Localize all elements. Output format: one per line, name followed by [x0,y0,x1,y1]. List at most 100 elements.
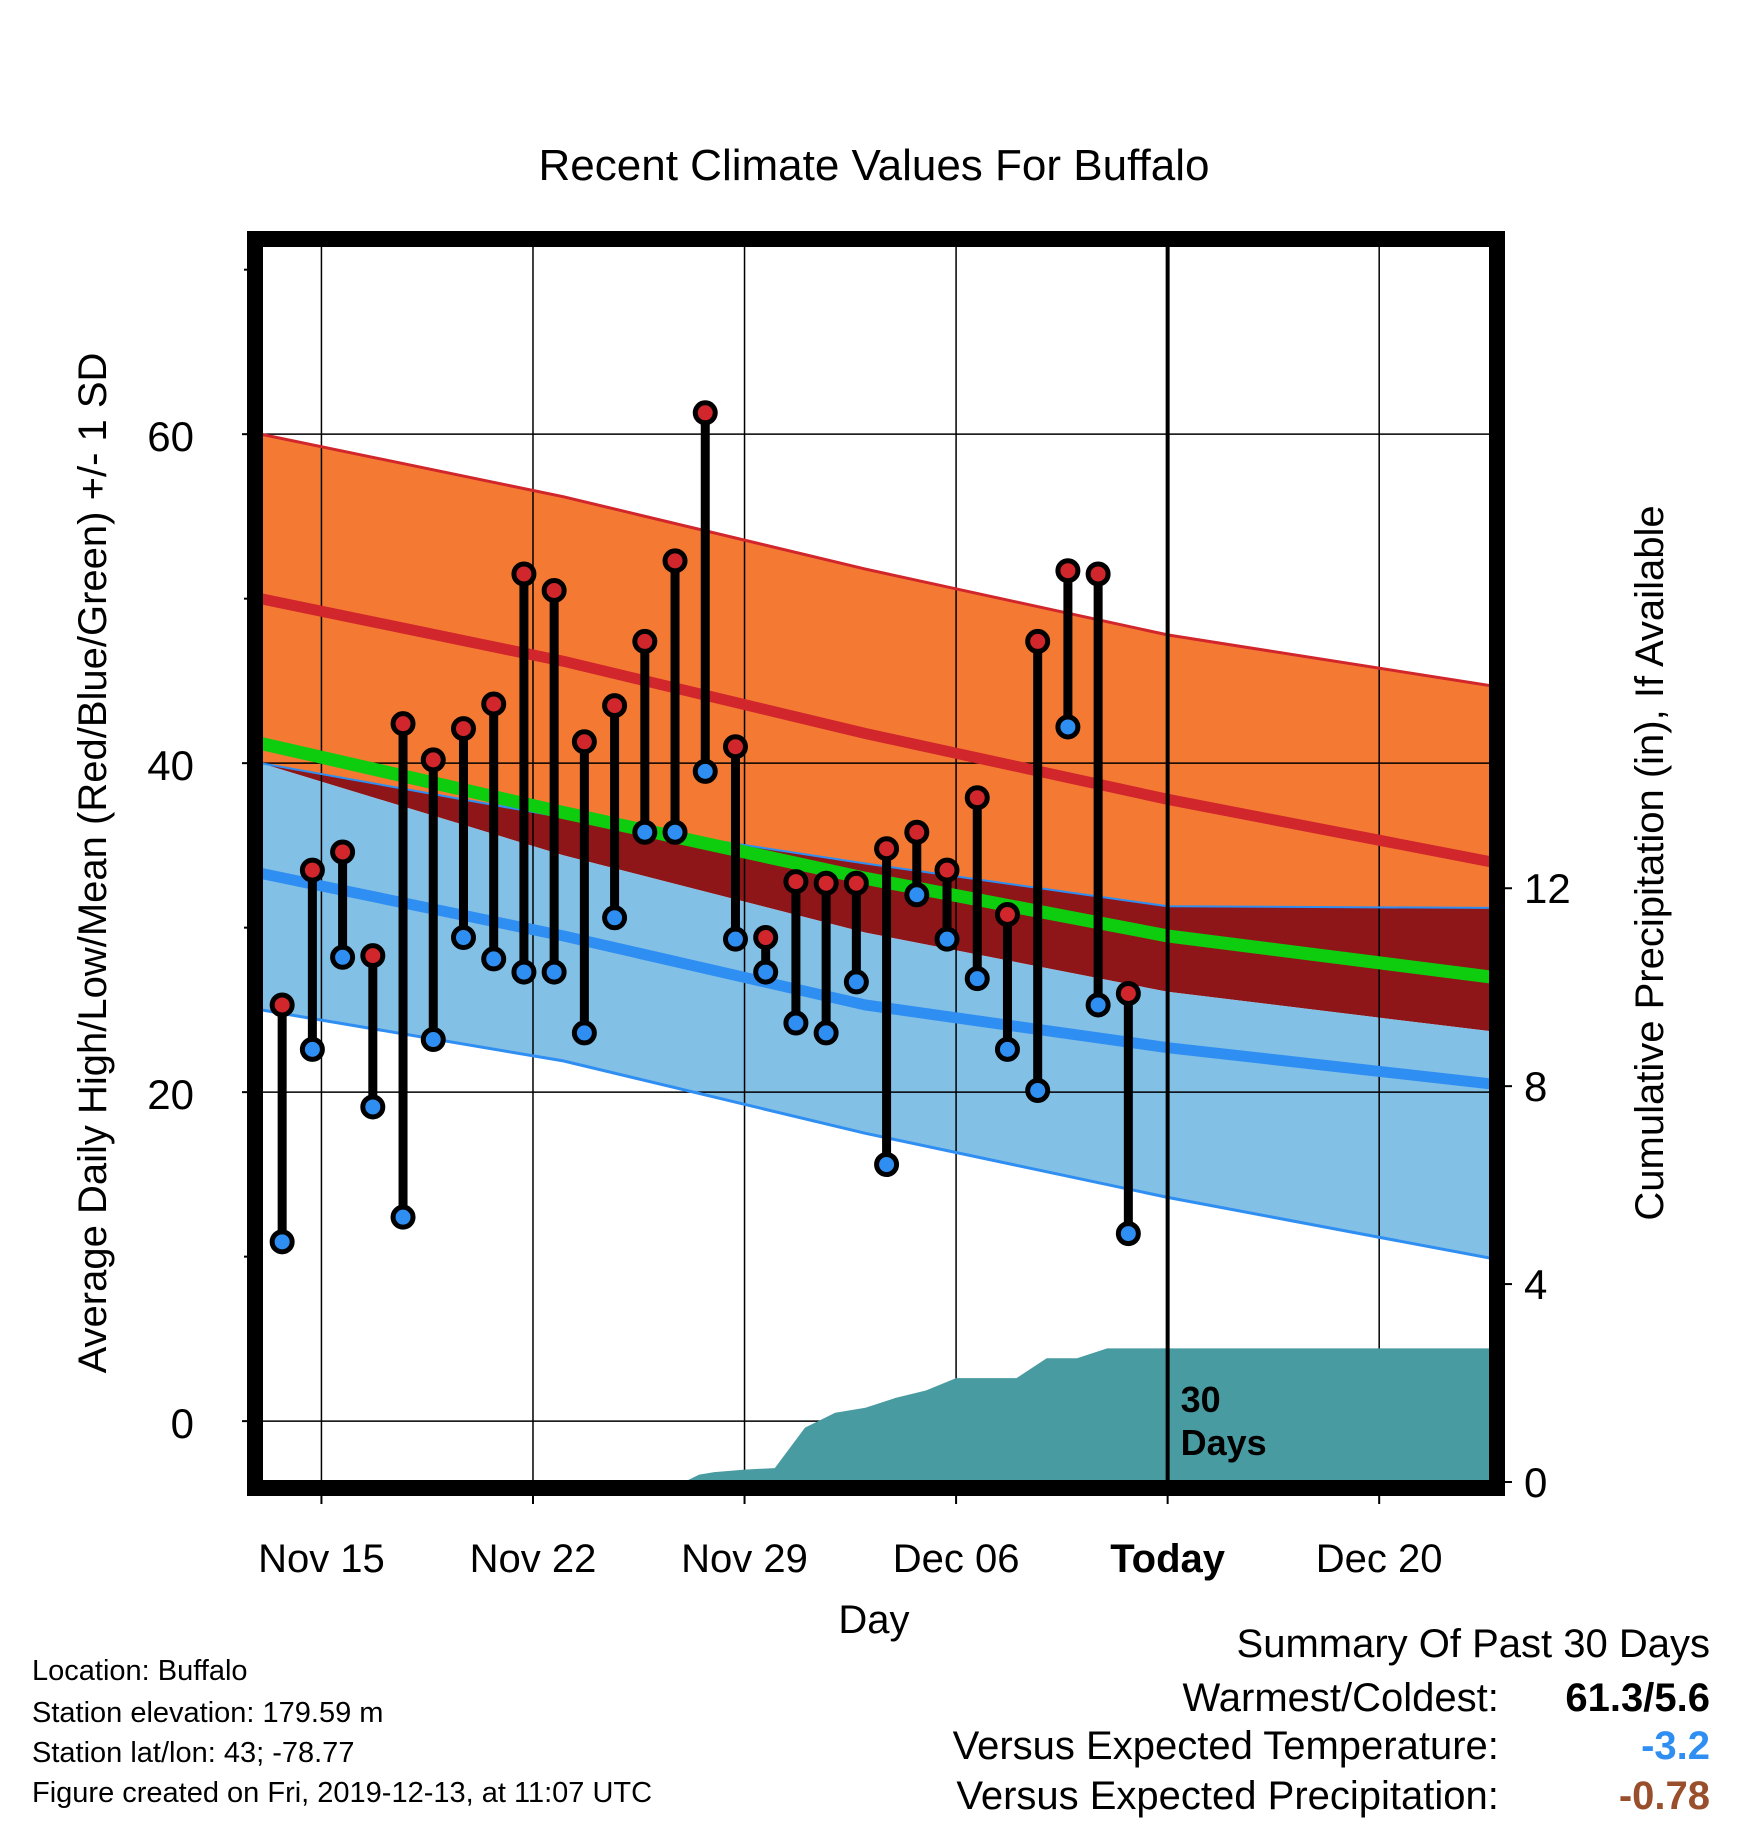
low-point [843,969,869,995]
x-tick-label: Dec 20 [1316,1537,1443,1581]
overlap-band [261,763,1491,1032]
x-axis-title: Day [838,1598,909,1642]
low-point [692,758,718,784]
low-point [1055,714,1081,740]
summary-label: Versus Expected Precipitation: [956,1774,1499,1818]
high-point [450,716,476,742]
high-point [1055,558,1081,584]
low-point [994,1036,1020,1062]
low-point [481,946,507,972]
high-point [874,836,900,862]
high-point [934,857,960,883]
low-point [813,1020,839,1046]
x-tick-label: Dec 06 [893,1537,1020,1581]
high-point [541,577,567,603]
high-point [481,691,507,717]
low-point [571,1020,597,1046]
y-right-tick-label: 8 [1524,1063,1547,1110]
high-point [360,943,386,969]
x-tick-label: Today [1110,1537,1226,1581]
summary-panel: Summary Of Past 30 Days Warmest/Coldest:… [953,1620,1710,1820]
low-point [722,926,748,952]
high-point [783,869,809,895]
y-right-tick-label: 4 [1524,1261,1547,1308]
low-point [269,1229,295,1255]
summary-row-temperature: Versus Expected Temperature: -3.2 [953,1722,1710,1770]
low-minus-sd-line [261,1008,1491,1260]
low-point [904,882,930,908]
high-point [662,548,688,574]
low-point [299,1036,325,1062]
low-point [541,959,567,985]
high-point [390,711,416,737]
high-point [753,925,779,951]
low-point [360,1094,386,1120]
x-tick-label: Nov 29 [681,1537,808,1581]
y-right-tick-label: 12 [1524,865,1571,912]
y-tick-label: 0 [171,1400,194,1447]
low-point [602,905,628,931]
high-point [904,819,930,845]
high-point [1025,628,1051,654]
chart-title: Recent Climate Values For Buffalo [539,141,1210,190]
low-point [330,944,356,970]
info-created: Figure created on Fri, 2019-12-13, at 11… [32,1777,653,1809]
today-annotation-line2: Days [1181,1422,1267,1463]
low-point [783,1010,809,1036]
y-right-tick-label: 0 [1524,1459,1547,1506]
low-point [934,926,960,952]
high-point [511,561,537,587]
low-point [753,959,779,985]
high-point [602,693,628,719]
high-plus-sd-line [261,432,1491,688]
summary-row-warmest-coldest: Warmest/Coldest: 61.3/5.6 [953,1674,1711,1722]
high-point [1115,980,1141,1006]
summary-label: Warmest/Coldest: [1182,1676,1499,1720]
normal-high-line [261,593,1491,868]
summary-value-warmest-coldest: 61.3/5.6 [1565,1676,1710,1720]
high-point [994,901,1020,927]
y-tick-label: 20 [147,1071,194,1118]
low-point [390,1204,416,1230]
low-point [662,819,688,845]
summary-value-precipitation: -0.78 [1618,1774,1710,1818]
high-point [571,729,597,755]
low-point [1115,1221,1141,1247]
high-point [420,747,446,773]
info-elevation: Station elevation: 179.59 m [32,1697,384,1729]
high-point [299,857,325,883]
low-point [450,925,476,951]
high-point [964,785,990,811]
high-point [330,839,356,865]
summary-label: Versus Expected Temperature: [952,1724,1499,1768]
high-point [722,734,748,760]
y-axis-title: Average Daily High/Low/Mean (Red/Blue/Gr… [71,353,115,1374]
plot-frame [247,231,1505,1496]
summary-title: Summary Of Past 30 Days [1236,1622,1710,1666]
low-point [420,1027,446,1053]
summary-value-temperature: -3.2 [1641,1724,1710,1768]
y-right-axis-title: Cumulative Precipitation (in), If Availa… [1628,505,1672,1220]
info-latlon: Station lat/lon: 43; -78.77 [32,1737,355,1769]
high-point [692,400,718,426]
summary-row-precipitation: Versus Expected Precipitation: -0.78 [953,1772,1710,1820]
x-tick-label: Nov 22 [470,1537,597,1581]
precipitation-area [261,1348,1491,1482]
y-tick-label: 40 [147,742,194,789]
high-point [1085,561,1111,587]
low-point [1025,1078,1051,1104]
high-sd-band [261,434,1491,908]
low-point [874,1152,900,1178]
y-tick-label: 60 [147,413,194,460]
high-point [813,870,839,896]
low-point [511,959,537,985]
today-annotation-line1: 30 [1181,1379,1221,1420]
info-location: Location: Buffalo [32,1655,248,1687]
x-tick-label: Nov 15 [258,1537,385,1581]
high-point [632,628,658,654]
low-point [632,819,658,845]
high-point [843,870,869,896]
high-point [269,992,295,1018]
low-point [964,966,990,992]
